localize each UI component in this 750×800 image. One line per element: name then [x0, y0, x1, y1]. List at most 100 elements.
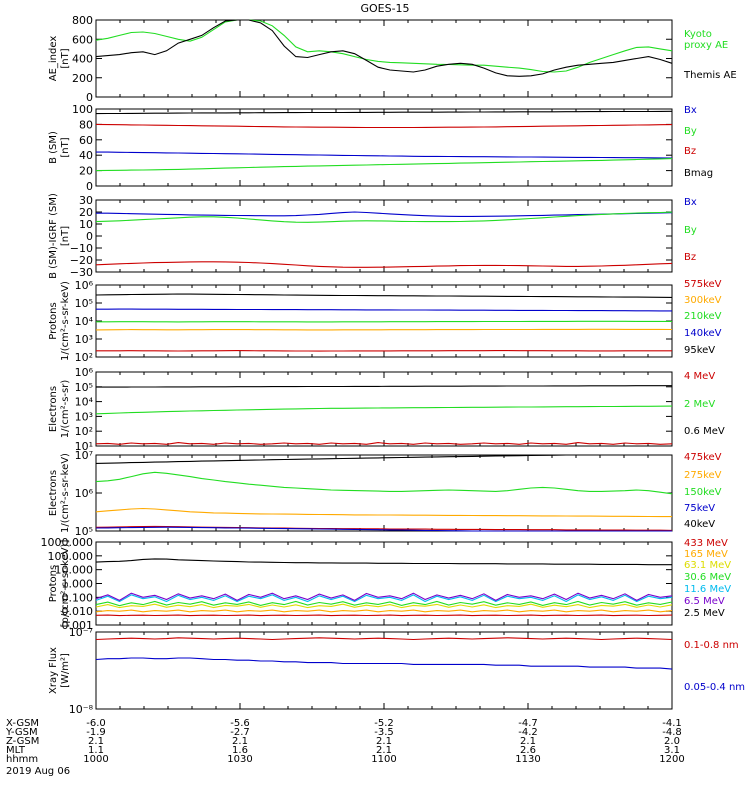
- footer-date: 2019 Aug 06: [6, 766, 70, 777]
- footer-value: -6.0: [86, 718, 106, 729]
- series-line-0-05-0-4-nm: [95, 657, 673, 670]
- series-line-150kev: [95, 471, 673, 495]
- footer-value: 1130: [515, 754, 540, 765]
- y-axis-label: Xray Flux: [48, 647, 59, 694]
- legend-label: 140keV: [684, 328, 722, 339]
- y-axis-label: [nT]: [60, 137, 71, 157]
- y-tick-label: 10⁻⁷: [69, 626, 93, 639]
- legend-label: Kyoto: [684, 29, 712, 40]
- legend-label: 150keV: [684, 487, 722, 498]
- footer-value: -4.8: [662, 727, 682, 738]
- footer-value: 1030: [227, 754, 252, 765]
- y-tick-label: 600: [72, 33, 93, 46]
- y-tick-label: 10²: [75, 351, 93, 364]
- legend-label: Bx: [684, 197, 697, 208]
- y-axis-label: Electrons: [48, 470, 59, 516]
- panel-protons_mag: 10² 10³ 10⁴ 10⁵ 10⁶ Protons 1/(cm²-s-sr-keV) 57…: [48, 279, 722, 364]
- y-tick-label: 10⁻⁸: [69, 703, 94, 716]
- y-tick-label: 80: [79, 118, 93, 131]
- y-tick-label: 0: [86, 180, 93, 193]
- y-tick-label: 0.010: [62, 605, 94, 618]
- legend-label: 63.1 MeV: [684, 560, 731, 571]
- series-line-6-5-mev: [95, 592, 673, 602]
- legend-label: 0.05-0.4 nm: [684, 682, 745, 693]
- y-tick-label: 10⁵: [75, 381, 93, 394]
- y-tick-label: 400: [72, 53, 93, 66]
- footer-row-label: X-GSM: [6, 718, 39, 729]
- y-axis-label: 1/(cm²-s-sr): [60, 380, 71, 439]
- y-axis-label: Protons: [48, 302, 59, 339]
- legend-label: 40keV: [684, 519, 715, 530]
- series-line-4-mev: [95, 442, 673, 445]
- series-line-75kev: [95, 526, 672, 532]
- y-tick-label: −10: [70, 242, 93, 255]
- footer-value: 2.1: [376, 736, 392, 747]
- y-axis-label: Electrons: [48, 386, 59, 432]
- figure-title: GOES-15: [360, 2, 409, 15]
- footer-row-label: Y-GSM: [5, 727, 38, 738]
- y-axis-label: [nT]: [60, 226, 71, 246]
- series-line-2-5-mev: [95, 558, 672, 566]
- footer-value: -3.5: [374, 727, 394, 738]
- y-tick-label: 10: [79, 218, 93, 231]
- legend-label: Bz: [684, 252, 696, 263]
- series-line-40kev: [95, 454, 672, 464]
- series-line-bz: [95, 123, 673, 129]
- series-line-300kev: [95, 328, 673, 331]
- legend-label: 30.6 MeV: [684, 572, 731, 583]
- series-line-275kev: [95, 507, 672, 518]
- footer-value: 2.1: [376, 745, 392, 756]
- footer-value: -5.2: [374, 718, 394, 729]
- panel-protons_epead: 0.0010.0100.1001.00010.000100.0001000.00…: [41, 536, 732, 632]
- footer-row-label: Z-GSM: [6, 736, 39, 747]
- legend-label: 2.5 MeV: [684, 608, 725, 619]
- y-tick-label: 0: [86, 91, 93, 104]
- footer-value: -4.2: [518, 727, 538, 738]
- y-tick-label: 10⁶: [75, 279, 94, 292]
- y-tick-label: 60: [79, 134, 93, 147]
- y-tick-label: 10¹: [75, 440, 93, 453]
- y-tick-label: 10⁵: [75, 525, 93, 538]
- legend-label: 75keV: [684, 503, 715, 514]
- legend-label: 165 MeV: [684, 549, 728, 560]
- y-tick-label: 10⁶: [75, 487, 94, 500]
- y-tick-label: 100: [72, 103, 93, 116]
- series-line-bx: [96, 211, 673, 217]
- legend-label: 11.6 MeV: [684, 584, 731, 595]
- y-tick-label: 10⁶: [75, 366, 94, 379]
- footer-value: 1100: [371, 754, 396, 765]
- footer-value: 1200: [659, 754, 684, 765]
- y-tick-label: 10⁷: [75, 449, 93, 462]
- y-tick-label: 30: [79, 194, 93, 207]
- legend-label: 95keV: [684, 345, 715, 356]
- y-tick-label: 1.000: [62, 578, 94, 591]
- panel-b_sm: 0 20 40 60 80 100 B (SM) [nT] Bx By Bz Bmag: [48, 103, 713, 193]
- series-line-0-6-mev: [96, 385, 672, 388]
- series-line-by: [95, 211, 673, 223]
- y-axis-label: [nT]: [60, 48, 71, 68]
- legend-label: Bz: [684, 146, 696, 157]
- series-line-2-mev: [95, 405, 673, 415]
- footer-row-label: MLT: [6, 745, 26, 756]
- legend-label: 575keV: [684, 279, 722, 290]
- y-axis-label: 1/(cm²-s-sr-keV): [60, 453, 71, 533]
- y-axis-label: Protons: [48, 565, 59, 602]
- panel-frame: [95, 631, 673, 710]
- legend-label: By: [684, 225, 697, 236]
- series-line-165-mev: [95, 609, 673, 613]
- series-line-bz: [95, 261, 673, 268]
- legend-label: 0.1-0.8 nm: [684, 640, 739, 651]
- y-tick-label: 20: [79, 165, 93, 178]
- footer-value: 2.1: [88, 736, 104, 747]
- panel-xray: 10⁻⁸ 10⁻⁷ Xray Flux [W/m²] 0.1-0.8 nm 0.05-0.…: [48, 626, 745, 716]
- y-tick-label: −20: [70, 254, 93, 267]
- y-tick-label: 0: [86, 230, 93, 243]
- footer-value: -5.6: [230, 718, 250, 729]
- y-tick-label: 10⁴: [75, 315, 94, 328]
- y-tick-label: 10²: [75, 425, 93, 438]
- legend-label: 0.6 MeV: [684, 426, 725, 437]
- footer-value: 2.1: [232, 736, 248, 747]
- y-tick-label: 100.000: [48, 550, 94, 563]
